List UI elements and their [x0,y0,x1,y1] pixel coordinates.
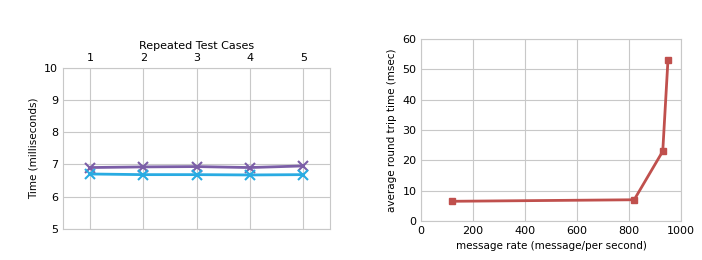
Y-axis label: average round trip time (msec): average round trip time (msec) [387,48,397,212]
X-axis label: message rate (message/per second): message rate (message/per second) [456,242,647,251]
Y-axis label: Time (milliseconds): Time (milliseconds) [29,98,39,199]
X-axis label: Repeated Test Cases: Repeated Test Cases [139,41,254,51]
